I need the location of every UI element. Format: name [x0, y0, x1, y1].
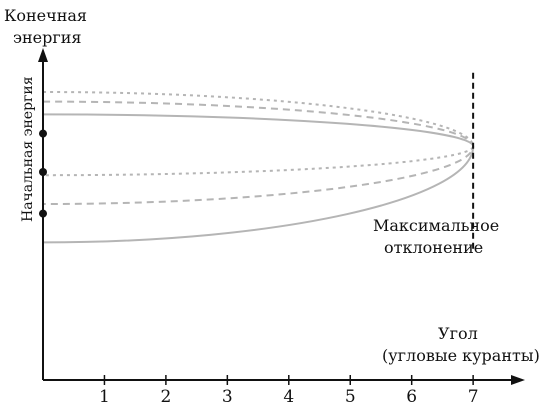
x-tick-label: 6	[406, 387, 417, 407]
x-axis-arrowhead	[511, 375, 525, 385]
start-marker	[39, 168, 47, 176]
axes-layer	[38, 48, 525, 385]
x-tick-label: 4	[283, 387, 294, 407]
x-tick-label: 2	[160, 387, 171, 407]
start-marker	[39, 129, 47, 138]
curve-dotted	[42, 91, 475, 177]
y-axis-arrowhead	[38, 48, 48, 62]
x-tick-label: 5	[345, 387, 356, 407]
x-ticks-layer: 1 2 3 4 5 6 7	[99, 375, 479, 407]
x-axis-title-line-1: Угол	[438, 324, 478, 343]
start-marker	[39, 209, 47, 218]
y-axis-title-line-1: Конечная	[4, 6, 87, 25]
x-axis-title-line-2: (угловые куранты)	[382, 346, 540, 365]
y-axis-title-line-2: энергия	[13, 28, 81, 47]
start-markers-layer	[39, 129, 47, 218]
annotation-line-2: отклонение	[384, 238, 483, 257]
x-tick-label: 7	[468, 387, 479, 407]
annotation-line-1: Максимальное	[373, 216, 499, 235]
x-tick-label: 3	[222, 387, 233, 407]
y-side-label: Начальная энергия	[20, 76, 36, 222]
x-tick-label: 1	[99, 387, 110, 407]
